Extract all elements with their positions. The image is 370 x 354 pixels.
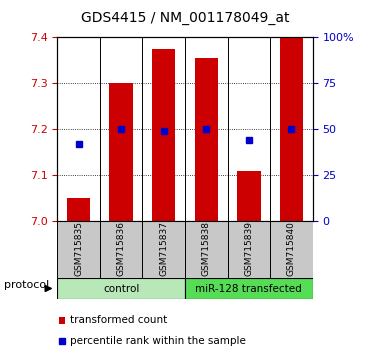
Bar [59,317,65,324]
Bar [270,221,313,278]
Bar [152,49,175,221]
Text: miR-128 transfected: miR-128 transfected [195,284,302,293]
Text: GSM715840: GSM715840 [287,221,296,276]
Bar [280,37,303,221]
Bar [142,221,185,278]
Bar [228,221,270,278]
Text: GSM715836: GSM715836 [117,221,126,276]
Text: percentile rank within the sample: percentile rank within the sample [70,336,246,346]
Bar [67,198,90,221]
Text: control: control [103,284,139,293]
Bar [57,278,185,299]
Bar [185,278,313,299]
Text: GSM715835: GSM715835 [74,221,83,276]
Text: GSM715837: GSM715837 [159,221,168,276]
Bar [57,221,100,278]
Text: protocol: protocol [4,280,49,290]
Text: GSM715838: GSM715838 [202,221,211,276]
Bar [237,171,260,221]
Bar [100,221,142,278]
Text: transformed count: transformed count [70,315,168,325]
Bar [110,83,133,221]
Bar [195,58,218,221]
Text: GSM715839: GSM715839 [244,221,253,276]
Bar [185,221,228,278]
Text: GDS4415 / NM_001178049_at: GDS4415 / NM_001178049_at [81,11,289,25]
